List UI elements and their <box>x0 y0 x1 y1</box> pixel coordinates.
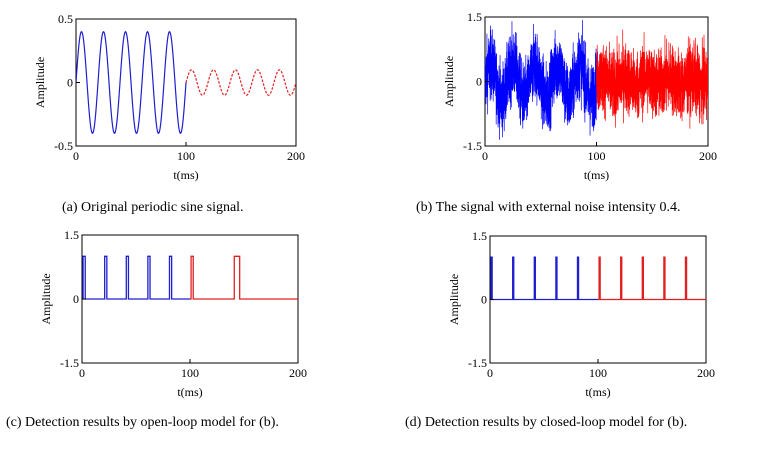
ytick-label-b-1: 0 <box>476 75 482 89</box>
ylabel-a: Amplitude <box>33 57 47 108</box>
caption-a: (a) Original periodic sine signal. <box>62 200 244 215</box>
xlabel-c: t(ms) <box>177 385 202 399</box>
ytick-label-b-2: -1.5 <box>463 139 482 153</box>
xtick-label-a-1: 100 <box>177 149 195 163</box>
ytick-label-a-0: 0.5 <box>58 12 73 26</box>
xtick-label-c-0: 0 <box>79 366 85 380</box>
caption-c: (c) Detection results by open-loop model… <box>6 415 279 430</box>
xtick-label-d-2: 200 <box>697 366 715 380</box>
ytick-label-d-1: 0 <box>481 293 487 307</box>
xlabel-a: t(ms) <box>173 168 198 182</box>
ytick-label-c-2: -1.5 <box>60 356 79 370</box>
series-d-0 <box>490 256 598 301</box>
xlabel-d: t(ms) <box>585 385 610 399</box>
ytick-label-d-2: -1.5 <box>468 356 487 370</box>
ytick-label-d-0: 1.5 <box>472 229 487 243</box>
ylabel-c: Amplitude <box>39 273 53 324</box>
xtick-label-d-0: 0 <box>487 366 493 380</box>
series-a-0 <box>76 31 187 134</box>
series-c-0 <box>82 255 190 300</box>
xtick-label-a-0: 0 <box>73 149 79 163</box>
xtick-label-c-2: 200 <box>289 366 307 380</box>
series-a-1 <box>185 69 296 96</box>
series-b-0 <box>485 19 597 140</box>
xtick-label-b-1: 100 <box>588 149 606 163</box>
caption-d: (d) Detection results by closed-loop mod… <box>405 415 688 430</box>
caption-b: (b) The signal with external noise inten… <box>416 200 681 215</box>
series-c-1 <box>190 255 298 300</box>
xtick-label-d-1: 100 <box>589 366 607 380</box>
xtick-label-b-0: 0 <box>482 149 488 163</box>
ytick-label-a-2: -0.5 <box>54 139 73 153</box>
series-b-1 <box>596 29 708 129</box>
series-d-1 <box>598 256 706 301</box>
xlabel-b: t(ms) <box>584 168 609 182</box>
ylabel-d: Amplitude <box>447 274 461 325</box>
ytick-label-c-1: 0 <box>73 292 79 306</box>
xtick-label-a-2: 200 <box>287 149 305 163</box>
ytick-label-b-0: 1.5 <box>467 10 482 24</box>
xtick-label-c-1: 100 <box>181 366 199 380</box>
ytick-label-a-1: 0 <box>67 76 73 90</box>
ylabel-b: Amplitude <box>442 56 456 107</box>
ytick-label-c-0: 1.5 <box>64 228 79 242</box>
xtick-label-b-2: 200 <box>699 149 717 163</box>
